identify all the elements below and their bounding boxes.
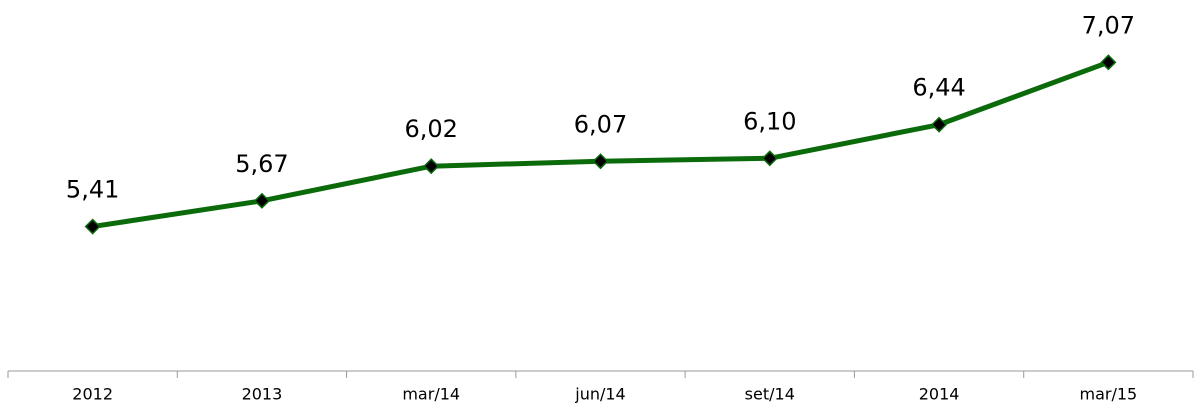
data-label: 6,02 — [404, 115, 457, 143]
marker — [84, 218, 101, 235]
x-tick-label: 2014 — [919, 385, 960, 404]
marker — [1100, 54, 1117, 71]
x-tick-label: jun/14 — [574, 385, 625, 404]
marker — [253, 192, 270, 209]
data-label: 5,67 — [235, 150, 288, 178]
data-label: 5,41 — [66, 176, 119, 204]
data-label: 6,44 — [912, 74, 965, 102]
x-tick-label: set/14 — [745, 385, 795, 404]
data-label: 6,10 — [743, 107, 796, 135]
x-tick-label: mar/15 — [1079, 385, 1137, 404]
data-label: 6,07 — [574, 110, 627, 138]
marker — [423, 158, 440, 175]
marker — [761, 150, 778, 167]
x-tick-label: 2013 — [242, 385, 283, 404]
data-label: 7,07 — [1082, 11, 1135, 39]
x-tick-label: mar/14 — [402, 385, 460, 404]
marker — [931, 116, 948, 133]
x-tick-label: 2012 — [72, 385, 113, 404]
marker — [592, 153, 609, 170]
